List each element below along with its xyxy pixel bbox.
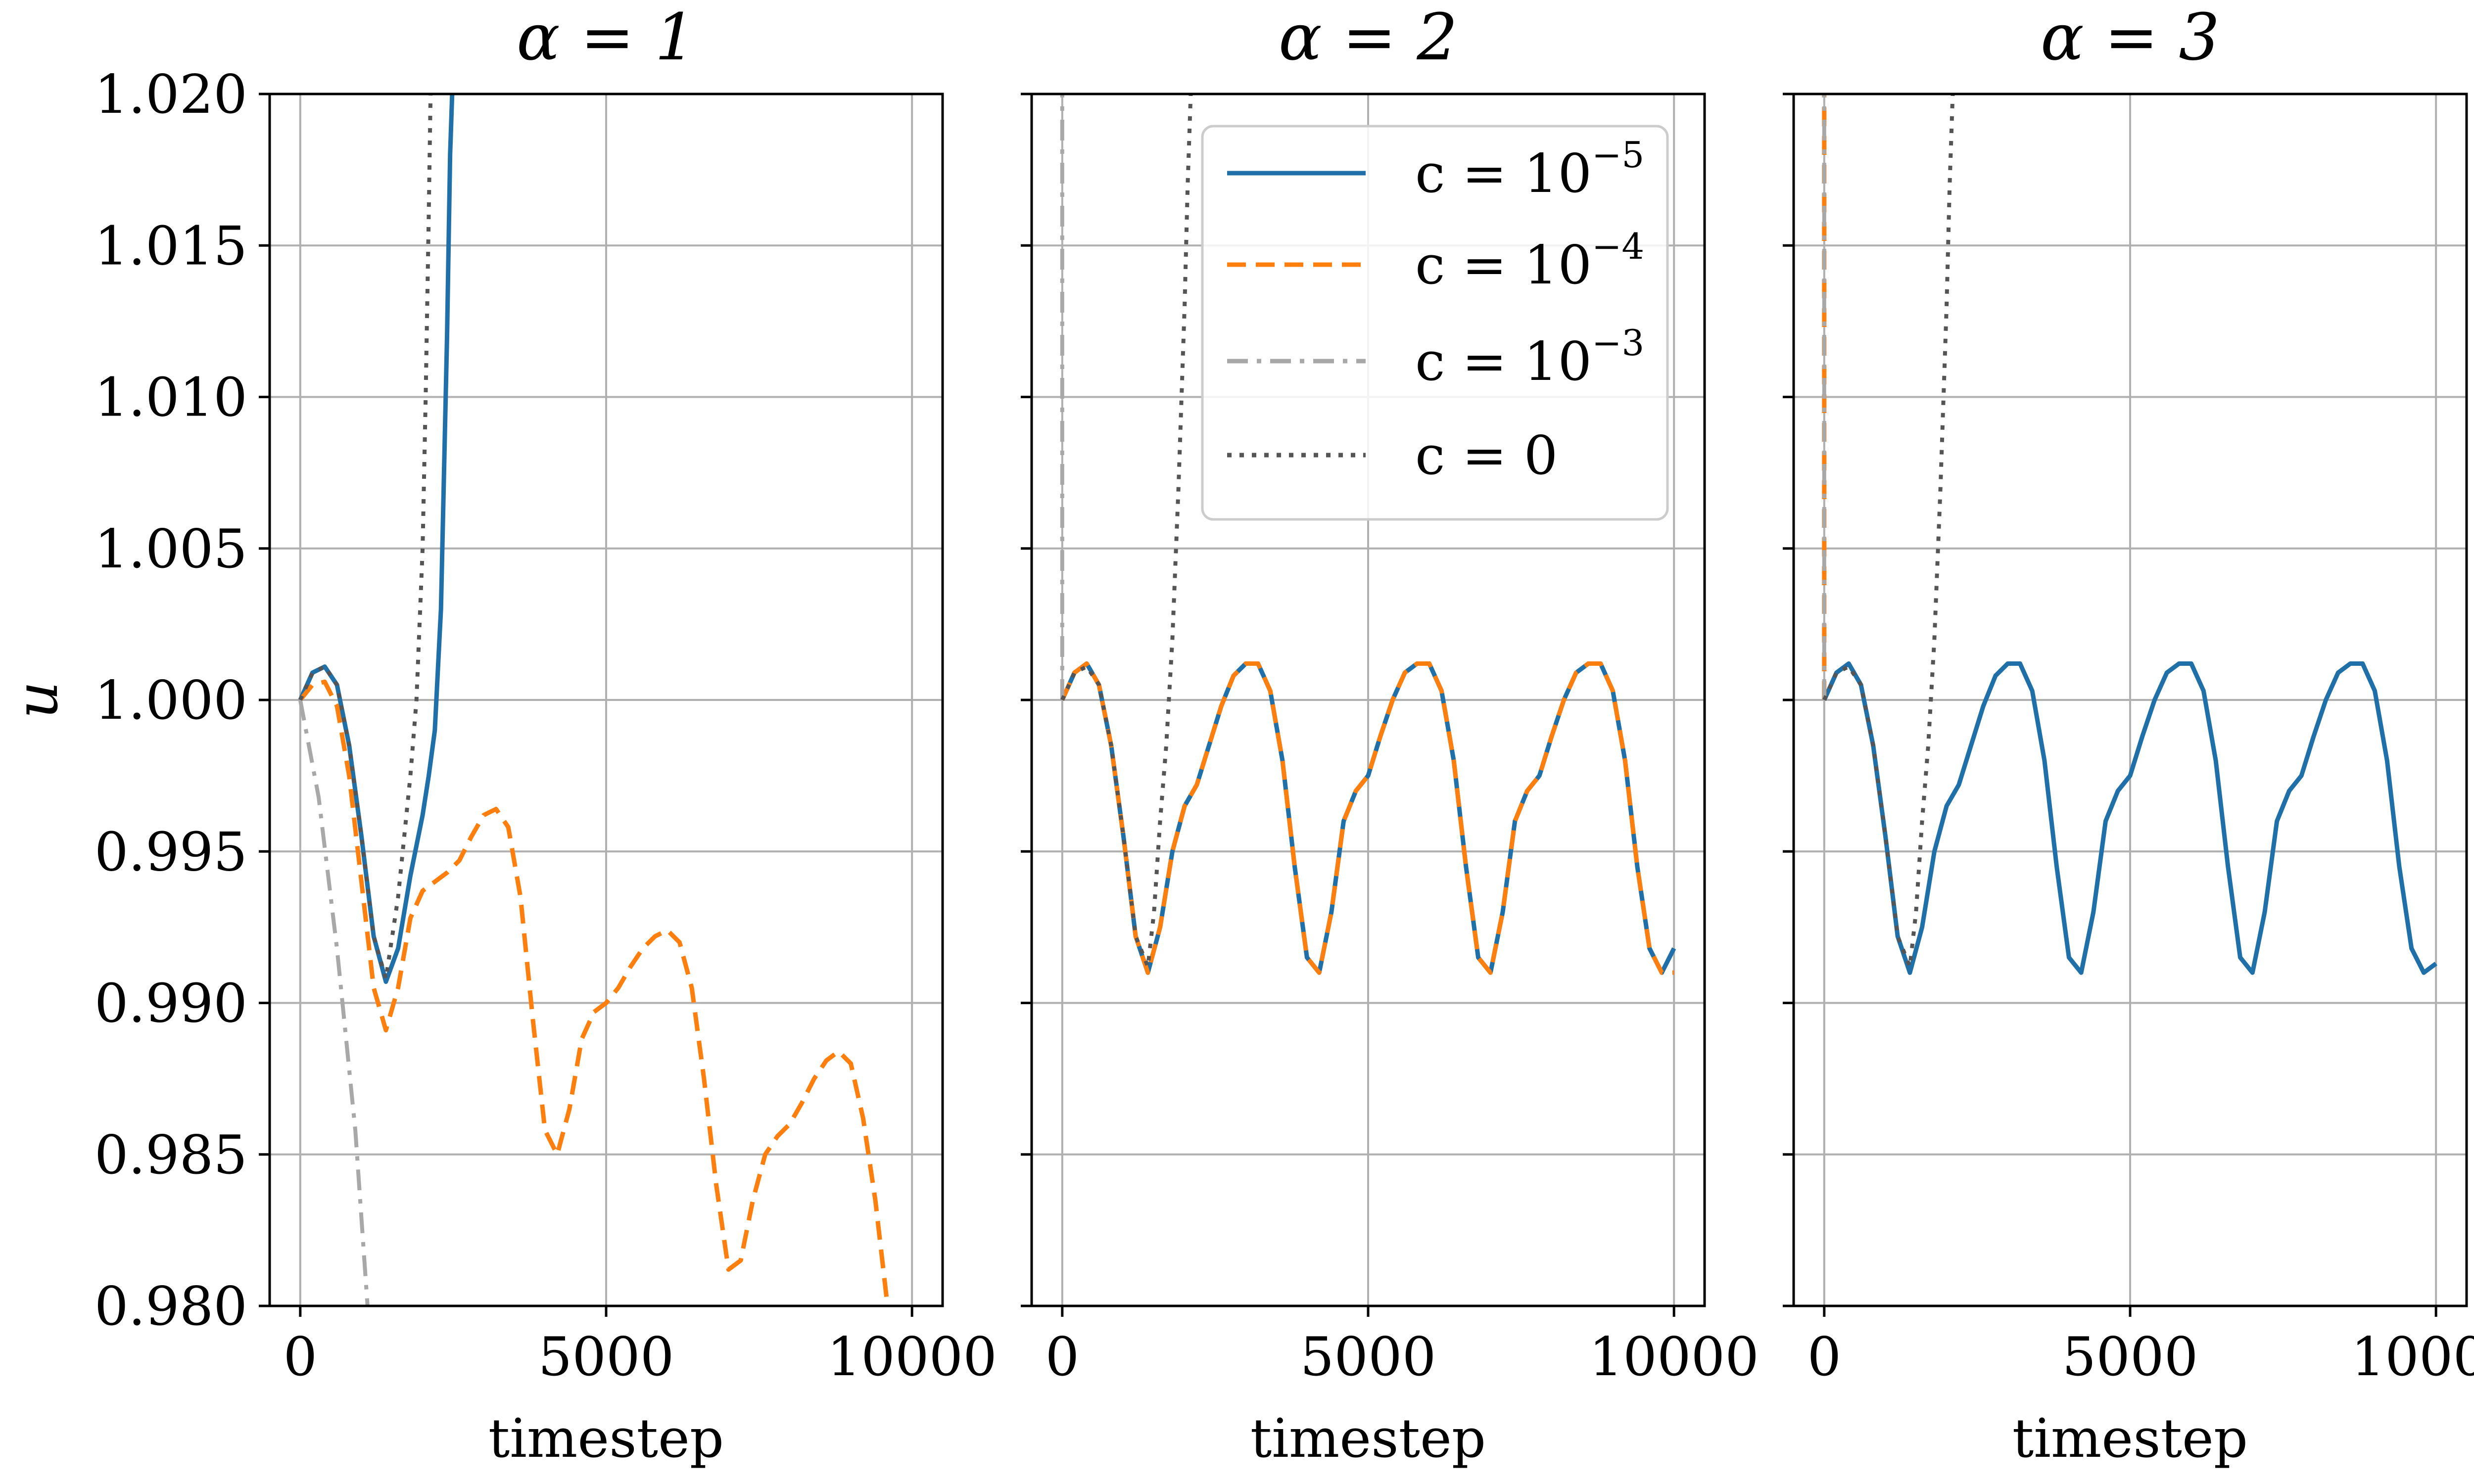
- grid-lines: [270, 93, 943, 1307]
- x-ticks: 0 5000 10000: [1045, 1306, 1759, 1388]
- series-group: [298, 94, 890, 1306]
- legend-label: c = 10−3: [1415, 322, 1644, 393]
- y-tick-label: 1.020: [95, 64, 247, 126]
- x-axis-label: timestep: [488, 1408, 724, 1470]
- y-tick-label: 1.005: [95, 518, 247, 580]
- x-tick-label: 0: [283, 1326, 317, 1388]
- panel-alpha-3: α = 3 0 5000 10000 timestep: [1783, 0, 2474, 1470]
- y-ticks: [1021, 93, 1032, 1307]
- grid-lines: [1794, 93, 2467, 1307]
- series-line-dashed: [1060, 661, 1674, 975]
- panel-title: α = 1: [517, 0, 696, 75]
- legend: c = 10−5 c = 10−4 c = 10−3 c = 0: [1201, 125, 1669, 521]
- y-tick-label: 0.995: [95, 821, 247, 883]
- series-group: [1060, 94, 1676, 975]
- legend-label: c = 10−4: [1415, 226, 1644, 296]
- series-line-solid: [1822, 661, 2437, 975]
- y-tick-label: 0.990: [95, 973, 247, 1035]
- y-axis-label: u: [2, 681, 71, 719]
- series-line-dotted: [1060, 94, 1193, 969]
- x-tick-label: 10000: [2351, 1326, 2474, 1388]
- x-tick-label: 10000: [1589, 1326, 1759, 1388]
- panel-alpha-2: α = 2 0 5000 10000 timestep c = 10−5 c = 1…: [1021, 0, 1759, 1470]
- x-tick-label: 5000: [1300, 1326, 1436, 1388]
- series-line-dashed: [298, 679, 890, 1306]
- legend-label: c = 10−5: [1415, 134, 1644, 205]
- x-tick-label: 5000: [2062, 1326, 2198, 1388]
- y-tick-label: 0.980: [95, 1276, 247, 1338]
- legend-label: c = 0: [1415, 425, 1558, 487]
- x-tick-label: 10000: [827, 1326, 997, 1388]
- x-tick-label: 0: [1045, 1326, 1079, 1388]
- series-line-dotted: [1822, 94, 1955, 969]
- series-line-dashdot: [298, 699, 370, 1306]
- series-group: [1822, 94, 2437, 975]
- legend-box: [1201, 125, 1669, 521]
- legend-entry: c = 10−5: [1227, 134, 1644, 205]
- x-ticks: 0 5000 10000: [1807, 1306, 2474, 1388]
- panel-alpha-1: α = 1 0 5000 10000 0.980 0.985 0.990 0.995 1.0…: [95, 0, 997, 1470]
- x-tick-label: 0: [1807, 1326, 1841, 1388]
- x-ticks: 0 5000 10000: [283, 1306, 997, 1388]
- y-tick-label: 0.985: [95, 1124, 247, 1186]
- y-ticks: 0.980 0.985 0.990 0.995 1.000 1.005 1.010 1.015…: [95, 64, 270, 1338]
- panel-title: α = 2: [1279, 0, 1458, 75]
- series-line-dotted: [298, 94, 433, 981]
- y-tick-label: 1.000: [95, 670, 247, 732]
- legend-entry: c = 0: [1227, 425, 1558, 487]
- y-tick-label: 1.010: [95, 367, 247, 429]
- x-tick-label: 5000: [538, 1326, 674, 1388]
- x-axis-label: timestep: [2012, 1408, 2248, 1470]
- panel-title: α = 3: [2041, 0, 2220, 75]
- y-tick-label: 1.015: [95, 215, 247, 277]
- legend-entry: c = 10−4: [1227, 226, 1644, 296]
- legend-entry: c = 10−3: [1227, 322, 1644, 393]
- series-line-solid: [298, 94, 455, 984]
- x-axis-label: timestep: [1250, 1408, 1486, 1470]
- y-ticks: [1783, 93, 1794, 1307]
